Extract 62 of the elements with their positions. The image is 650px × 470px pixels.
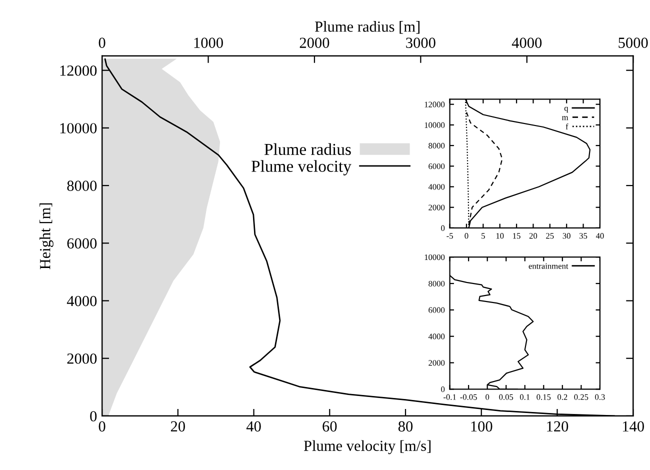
x-tick-label: 140	[622, 421, 644, 432]
x-tick-label: 0.05	[499, 394, 514, 400]
x-tick-label: 80	[398, 421, 413, 432]
y-tick-label: 2000	[428, 204, 445, 210]
x2-tick-label: 5000	[618, 38, 648, 48]
y-tick-label: 2000	[67, 353, 97, 364]
x-tick-label: 0	[98, 421, 106, 432]
legend-label: Plume velocity	[251, 160, 352, 176]
x-tick-label: 0.25	[574, 394, 588, 400]
y-tick-label: 12000	[60, 65, 97, 76]
legend-label: entrainment	[528, 263, 568, 269]
y-tick-label: 0	[441, 225, 445, 231]
y-tick-label: 10000	[60, 123, 97, 134]
x-tick-label: 100	[471, 421, 492, 432]
legend-label: q	[564, 106, 568, 113]
x-tick-label: 25	[546, 233, 554, 239]
y-tick-label: 6000	[428, 307, 445, 313]
x2-tick-label: 0	[98, 38, 106, 48]
y-axis-title: Height [m]	[40, 203, 54, 270]
x-tick-label: 15	[513, 233, 520, 239]
x-tick-label: 5	[482, 233, 485, 239]
x-tick-label: 40	[596, 233, 604, 239]
x-axis-title: Plume velocity [m/s]	[304, 440, 431, 454]
x-tick-label: 35	[580, 233, 588, 239]
x-tick-label: 10	[496, 233, 504, 239]
x-tick-label: 40	[246, 421, 261, 432]
y-tick-label: 10000	[424, 254, 445, 260]
y-tick-label: 8000	[67, 180, 97, 191]
legend-label: Plume radius	[264, 143, 351, 156]
x2-axis-title: Plume radius [m]	[314, 21, 420, 34]
x2-tick-label: 1000	[194, 38, 223, 48]
y-tick-label: 0	[441, 386, 445, 392]
x-tick-label: 0	[464, 233, 468, 239]
x-tick-label: 30	[562, 233, 570, 239]
y-tick-label: 4000	[66, 296, 97, 306]
y-tick-label: 8000	[428, 280, 445, 286]
x2-tick-label: 4000	[512, 38, 542, 48]
legend-label: f	[566, 124, 568, 130]
x-tick-label: 0.2	[558, 394, 568, 400]
x-tick-label: 0.1	[520, 394, 530, 400]
x-tick-label: 0.3	[595, 394, 605, 400]
y-tick-label: 10000	[424, 122, 445, 128]
x-tick-label: 0	[486, 394, 490, 400]
y-tick-label: 8000	[428, 142, 445, 149]
y-tick-label: 6000	[428, 163, 445, 170]
x2-tick-label: 2000	[300, 38, 330, 48]
y-tick-label: 4000	[428, 334, 445, 340]
y-tick-label: 6000	[67, 238, 97, 249]
x-tick-label: 0.15	[536, 394, 551, 400]
y-tick-label: 0	[90, 411, 97, 422]
x-tick-label: 60	[322, 421, 337, 432]
x-tick-label: -5	[446, 233, 453, 239]
y-tick-label: 12000	[424, 102, 445, 108]
y-tick-label: 2000	[428, 360, 445, 366]
y-tick-label: 4000	[428, 184, 445, 190]
x2-tick-label: 3000	[406, 38, 436, 48]
x-tick-label: -0.1	[444, 394, 456, 400]
x-tick-label: 120	[547, 421, 568, 432]
x-tick-label: 20	[529, 233, 538, 239]
x-tick-label: -0.05	[460, 394, 477, 400]
legend-label: m	[562, 116, 568, 120]
x-tick-label: 20	[170, 421, 185, 432]
